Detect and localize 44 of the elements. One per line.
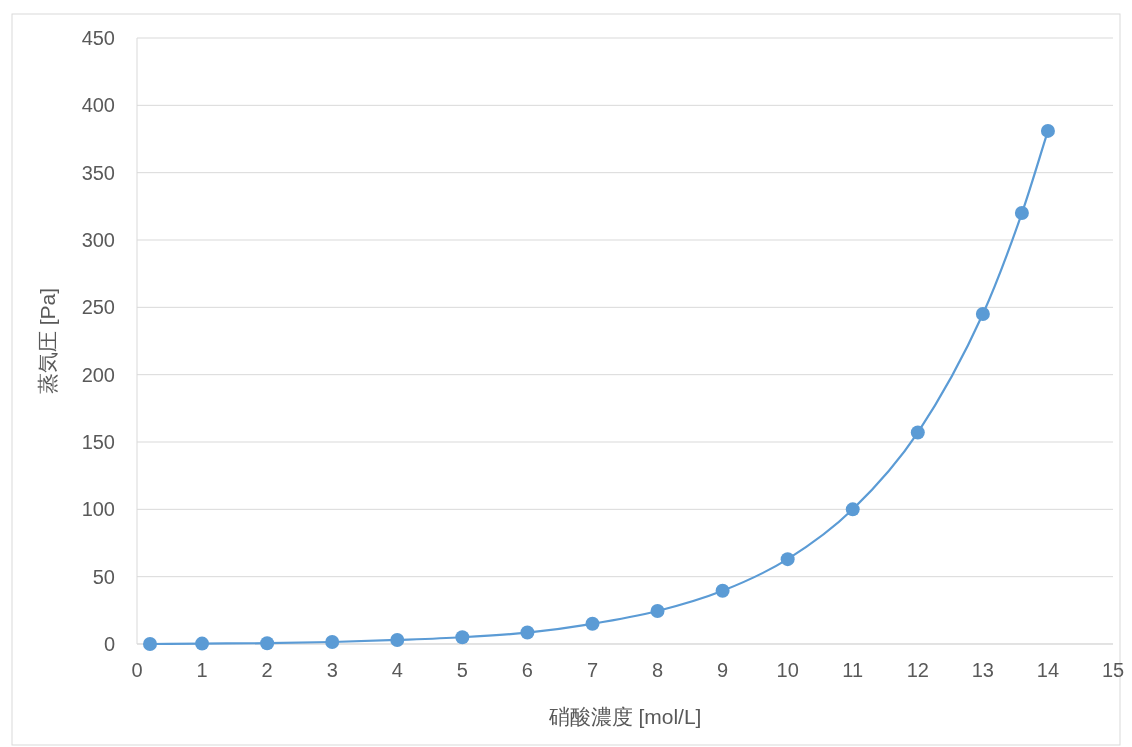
y-axis-title: 蒸気圧 [Pa] (36, 287, 59, 395)
x-tick-label: 6 (521, 659, 533, 681)
point (715, 583, 730, 598)
point (195, 636, 210, 651)
point (1040, 123, 1055, 138)
x-tick-label: 0 (131, 659, 143, 681)
y-tick-label: 100 (81, 498, 115, 521)
y-tick-label: 350 (81, 161, 115, 184)
x-tick-label: 12 (906, 659, 929, 681)
x-tick-label: 13 (971, 659, 994, 681)
point (910, 425, 925, 440)
point (845, 502, 860, 517)
point (780, 552, 795, 567)
y-tick-label: 300 (81, 229, 115, 251)
x-tick-label: 15 (1101, 659, 1125, 681)
x-tick-label: 3 (326, 659, 338, 681)
y-tick-label: 50 (92, 565, 115, 588)
x-axis-title: 硝酸濃度 [mol/L] (547, 705, 702, 728)
point (650, 604, 665, 619)
x-tick-label: 10 (776, 659, 799, 681)
point (390, 632, 405, 647)
y-tick-label: 200 (81, 363, 115, 386)
x-tick-label: 1 (196, 659, 208, 681)
x-tick-label: 5 (456, 659, 468, 681)
y-tick-label: 450 (81, 27, 115, 49)
y-tick-label: 400 (81, 94, 115, 117)
y-tick-label: 0 (103, 633, 115, 655)
point (325, 634, 340, 649)
x-tick-label: 2 (261, 659, 273, 681)
x-tick-label: 14 (1036, 659, 1060, 681)
point (975, 307, 990, 322)
point (143, 637, 158, 651)
point (1014, 206, 1029, 221)
y-tick-label: 250 (81, 296, 115, 319)
x-tick-label: 8 (651, 659, 664, 681)
y-tick-label: 150 (81, 431, 115, 453)
x-tick-label: 9 (717, 659, 729, 681)
point (585, 616, 600, 631)
point (455, 630, 470, 645)
point (260, 636, 275, 651)
x-tick-label: 7 (586, 659, 599, 681)
x-tick-label: 11 (842, 659, 864, 681)
x-tick-label: 4 (391, 659, 403, 681)
point (520, 625, 535, 640)
